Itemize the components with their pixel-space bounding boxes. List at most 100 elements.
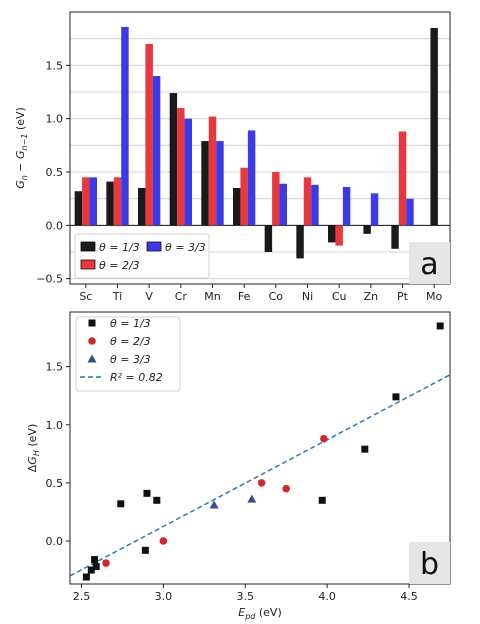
bar	[184, 118, 192, 226]
data-point	[320, 434, 328, 443]
x-tick-label: Zn	[364, 290, 379, 303]
panel-letter: b	[420, 547, 439, 582]
bar	[82, 177, 90, 226]
legend-label: θ = 1/3	[99, 241, 140, 254]
legend-swatch	[80, 241, 96, 252]
bar	[177, 108, 185, 226]
data-point	[117, 500, 125, 508]
x-tick-label: 2.5	[73, 590, 91, 603]
bar	[208, 116, 217, 226]
bar	[328, 225, 336, 243]
data-point	[143, 489, 151, 497]
bar	[145, 44, 153, 226]
bar	[138, 188, 146, 226]
legend-marker	[88, 337, 96, 345]
bar	[113, 177, 122, 226]
data-point	[102, 559, 110, 567]
y-axis-label: ΔGH (eV)	[26, 424, 41, 472]
bar	[296, 225, 304, 259]
data-point	[159, 537, 168, 545]
panel-letter-box	[409, 542, 450, 584]
data-point	[318, 496, 326, 504]
x-tick-label: Co	[269, 290, 284, 303]
legend-marker	[87, 354, 97, 363]
bar	[121, 26, 129, 226]
y-tick-label: 0.5	[46, 477, 64, 490]
bar	[152, 76, 161, 226]
x-tick-label: Mo	[426, 290, 442, 303]
legend-label: θ = 2/3	[110, 335, 151, 348]
y-tick-label: 1.0	[46, 419, 64, 432]
bar	[279, 183, 287, 226]
legend-swatch	[146, 241, 162, 252]
y-axis-label: Gn − Gn−1 (eV)	[14, 107, 29, 189]
legend-label: R² = 0.82	[110, 371, 163, 384]
x-tick-label: 4.5	[400, 590, 418, 603]
bar	[391, 225, 399, 249]
x-tick-label: 3.0	[155, 590, 173, 603]
data-point	[392, 393, 400, 401]
data-point	[141, 546, 149, 554]
data-point	[282, 484, 291, 493]
bar	[247, 130, 256, 226]
data-point	[87, 566, 95, 574]
bar	[335, 225, 343, 246]
legend-label: θ = 1/3	[110, 317, 151, 330]
bar	[370, 193, 379, 226]
data-point	[153, 496, 161, 504]
bar	[106, 181, 114, 226]
bar	[233, 188, 241, 226]
x-tick-label: 3.5	[237, 590, 255, 603]
y-tick-label: 1.0	[46, 113, 64, 126]
data-point	[82, 573, 90, 581]
data-point	[209, 500, 219, 509]
x-tick-label: Mn	[204, 290, 220, 303]
bar	[74, 191, 83, 226]
bar	[311, 184, 319, 226]
bar	[342, 186, 351, 226]
bar	[303, 177, 312, 226]
panel-b: 2.5 3.0 3.5 4.0 4.5 0.0 0.5 1.0 1.5 Epd (eV) ΔGH (…	[26, 311, 451, 621]
x-tick-label: V	[145, 290, 153, 303]
x-tick-label: Pt	[397, 290, 409, 303]
bar	[264, 225, 273, 252]
panel-letter: a	[420, 247, 438, 282]
y-tick-label: 1.5	[46, 59, 64, 72]
bar	[272, 172, 280, 226]
plot-frame	[69, 311, 451, 585]
bar	[169, 93, 178, 226]
data-point	[91, 556, 99, 564]
legend-label: θ = 3/3	[110, 353, 151, 366]
y-tick-label: 0.0	[46, 219, 64, 232]
x-tick-label: Sc	[79, 290, 92, 303]
bar	[363, 225, 371, 234]
y-tick-label: 0.5	[46, 166, 64, 179]
legend-label: θ = 2/3	[99, 259, 140, 272]
x-tick-label: Cr	[175, 290, 188, 303]
legend: θ = 1/3 θ = 2/3 θ = 3/3 R² = 0.82	[75, 316, 181, 392]
data-point	[361, 445, 369, 453]
x-tick-label: Fe	[238, 290, 251, 303]
legend: θ = 1/3 θ = 3/3 θ = 2/3	[74, 233, 210, 279]
x-tick-label: Cu	[332, 290, 347, 303]
data-point	[92, 563, 100, 571]
x-tick-label: Ni	[302, 290, 313, 303]
x-tick-label: Ti	[112, 290, 122, 303]
panel-letter-box	[409, 242, 450, 284]
bar	[240, 167, 248, 226]
y-tick-label: 0.0	[46, 535, 64, 548]
bar	[201, 141, 209, 226]
bar	[89, 177, 97, 226]
fit-line	[70, 374, 450, 577]
x-axis-label: Epd (eV)	[238, 606, 281, 621]
bar	[216, 141, 224, 226]
y-tick-label: 1.5	[46, 361, 64, 374]
data-point	[247, 494, 257, 503]
data-point	[436, 322, 444, 330]
legend-box	[74, 233, 210, 279]
legend-marker	[88, 319, 96, 327]
y-tick-label: −0.5	[36, 273, 63, 286]
bar	[430, 28, 438, 226]
bar	[398, 131, 407, 226]
